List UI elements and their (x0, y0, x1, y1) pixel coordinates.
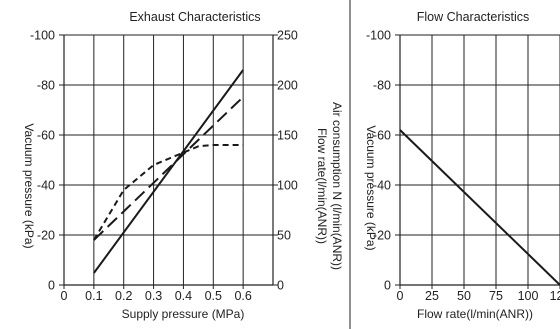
x-tick-label: 0 (61, 289, 68, 303)
y-tick-label: 0 (48, 279, 55, 293)
y-tick-label: -80 (373, 79, 391, 93)
series-line-solid (93, 69, 244, 274)
x-tick-label: 0.5 (205, 289, 222, 303)
y-tick-label: 0 (384, 279, 391, 293)
x-tick-label: 0.2 (115, 289, 132, 303)
series-line-solid (399, 129, 560, 286)
x-tick-label: 50 (457, 289, 471, 303)
y2-tick-label: 100 (277, 179, 298, 193)
y2-tick-label: 250 (277, 29, 298, 43)
y-tick-label: -60 (37, 129, 55, 143)
x-axis-label: Flow rate(l/min(ANR)) (417, 307, 533, 321)
x-tick-label: 0.3 (145, 289, 162, 303)
x-tick-label: 75 (489, 289, 503, 303)
series-line-short-dash (93, 144, 244, 241)
y-tick-label: -40 (373, 179, 391, 193)
y2-tick-label: 50 (277, 229, 291, 243)
series-line-long-dash (93, 96, 244, 241)
y-axis-label: Vacuum pressure (kPa) (364, 125, 378, 250)
y-tick-label: -20 (373, 229, 391, 243)
y-tick-label: -20 (37, 229, 55, 243)
y-tick-label: -60 (373, 129, 391, 143)
y-tick-label: -100 (366, 29, 391, 43)
x-tick-label: 100 (518, 289, 539, 303)
x-tick-label: 0 (397, 289, 404, 303)
exhaust-characteristics-chart: Exhaust Characteristics Supply pressure … (22, 10, 344, 321)
x-tick-label: 25 (425, 289, 439, 303)
y2-axis-label-line2: Flow rate(l/min(ANR)) (315, 128, 329, 244)
x-axis-label: Supply pressure (MPa) (122, 307, 245, 321)
y2-axis-label: Air consumption N (l/min(ANR)) (330, 102, 344, 270)
x-tick-label: 0.4 (175, 289, 192, 303)
y-tick-label: -40 (37, 179, 55, 193)
y-tick-label: -100 (30, 29, 55, 43)
flow-characteristics-chart: Flow Characteristics Flow rate(l/min(ANR… (364, 10, 560, 321)
x-tick-label: 0.1 (85, 289, 102, 303)
x-tick-label: 125 (550, 289, 560, 303)
y2-tick-label: 200 (277, 79, 298, 93)
chart-title: Exhaust Characteristics (129, 10, 260, 24)
x-tick-label: 0.6 (234, 289, 251, 303)
y-axis-label: Vacuum pressure (kPa) (22, 123, 36, 248)
y-tick-label: -80 (37, 79, 55, 93)
y2-tick-label: 0 (277, 279, 284, 293)
y2-tick-label: 150 (277, 129, 298, 143)
chart-title: Flow Characteristics (417, 10, 530, 24)
